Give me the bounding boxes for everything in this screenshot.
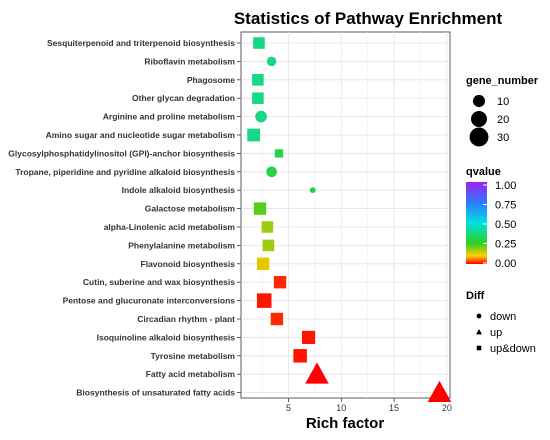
category-label: alpha-Linolenic acid metabolism bbox=[104, 222, 236, 232]
data-point bbox=[262, 239, 275, 252]
shape-legend-symbol bbox=[476, 345, 482, 351]
shape-legend-label: up&down bbox=[490, 343, 536, 355]
shape-legend: Diff down up up&down bbox=[466, 290, 536, 355]
shape-legend-symbol bbox=[476, 313, 482, 319]
size-legend-label: 30 bbox=[497, 132, 509, 144]
data-point bbox=[253, 202, 267, 215]
category-label: Glycosylphosphatidylinositol (GPI)-ancho… bbox=[8, 148, 235, 158]
data-point bbox=[261, 221, 274, 233]
plot-panel bbox=[240, 31, 451, 399]
data-point bbox=[270, 312, 284, 326]
data-point bbox=[253, 37, 265, 49]
colorbar-label: 0.50 bbox=[495, 219, 516, 231]
data-point bbox=[256, 293, 272, 308]
category-label: Indole alkaloid biosynthesis bbox=[122, 185, 236, 195]
data-point bbox=[301, 330, 316, 344]
category-label: Phagosome bbox=[187, 75, 235, 85]
data-point bbox=[305, 362, 329, 384]
x-axis-label: Rich factor bbox=[306, 415, 385, 432]
color-legend-title: qvalue bbox=[466, 166, 501, 178]
data-point bbox=[255, 110, 267, 123]
data-point bbox=[274, 149, 284, 158]
category-label: Biosynthesis of unsaturated fatty acids bbox=[76, 388, 235, 398]
category-label: Fatty acid metabolism bbox=[146, 369, 236, 379]
data-point bbox=[273, 276, 287, 289]
grid bbox=[241, 32, 450, 398]
size-legend-symbol bbox=[469, 127, 489, 147]
category-label: Amino sugar and nucleotide sugar metabol… bbox=[46, 130, 236, 140]
colorbar-label: 0.25 bbox=[495, 239, 516, 251]
category-label: Sesquiterpenoid and triterpenoid biosynt… bbox=[47, 38, 235, 48]
size-legend: gene_number 10 20 30 bbox=[466, 75, 539, 147]
size-legend-title: gene_number bbox=[466, 75, 539, 87]
x-tick-label: 20 bbox=[442, 403, 452, 413]
data-points bbox=[247, 37, 452, 403]
color-legend: qvalue 1.00 0.75 0.50 0.25 0.00 bbox=[466, 166, 516, 270]
data-point bbox=[293, 349, 307, 363]
category-label: Tropane, piperidine and pyridine alkaloi… bbox=[15, 167, 235, 177]
category-label: Phenylalanine metabolism bbox=[128, 240, 235, 250]
data-point bbox=[247, 128, 261, 142]
category-label: Galactose metabolism bbox=[145, 204, 236, 214]
data-point bbox=[252, 74, 264, 86]
chart-title: Statistics of Pathway Enrichment bbox=[234, 9, 503, 28]
data-point bbox=[266, 56, 277, 67]
category-label: Flavonoid biosynthesis bbox=[141, 259, 236, 269]
size-legend-symbol bbox=[472, 94, 486, 108]
data-point bbox=[252, 92, 264, 104]
colorbar-label: 0.00 bbox=[495, 258, 516, 270]
size-legend-label: 10 bbox=[497, 96, 509, 108]
data-point bbox=[266, 166, 277, 178]
category-label: Circadian rhythm - plant bbox=[137, 314, 235, 324]
category-label: Isoquinoline alkaloid biosynthesis bbox=[97, 332, 236, 342]
shape-legend-label: down bbox=[490, 311, 516, 323]
category-label: Riboflavin metabolism bbox=[144, 56, 235, 66]
x-tick-label: 5 bbox=[286, 403, 291, 413]
data-point bbox=[309, 187, 316, 194]
colorbar-label: 0.75 bbox=[495, 200, 516, 212]
shape-legend-label: up bbox=[490, 327, 502, 339]
qvalue-colorbar bbox=[466, 182, 487, 264]
data-point bbox=[427, 380, 452, 403]
category-label: Cutin, suberine and wax biosynthesis bbox=[83, 277, 235, 287]
category-label: Arginine and proline metabolism bbox=[103, 112, 236, 122]
data-point bbox=[256, 257, 270, 270]
size-legend-label: 20 bbox=[497, 114, 509, 126]
shape-legend-symbol bbox=[476, 329, 482, 335]
category-label: Pentose and glucuronate interconversions bbox=[63, 296, 236, 306]
x-tick-label: 10 bbox=[336, 403, 346, 413]
category-label: Tyrosine metabolism bbox=[151, 351, 236, 361]
shape-legend-title: Diff bbox=[466, 290, 485, 302]
x-axis-ticks: 5 10 15 20 bbox=[286, 398, 452, 413]
category-labels: Sesquiterpenoid and triterpenoid biosynt… bbox=[8, 38, 241, 398]
x-tick-label: 15 bbox=[389, 403, 399, 413]
category-label: Other glycan degradation bbox=[132, 93, 235, 103]
colorbar-label: 1.00 bbox=[495, 180, 516, 192]
size-legend-symbol bbox=[471, 111, 487, 127]
